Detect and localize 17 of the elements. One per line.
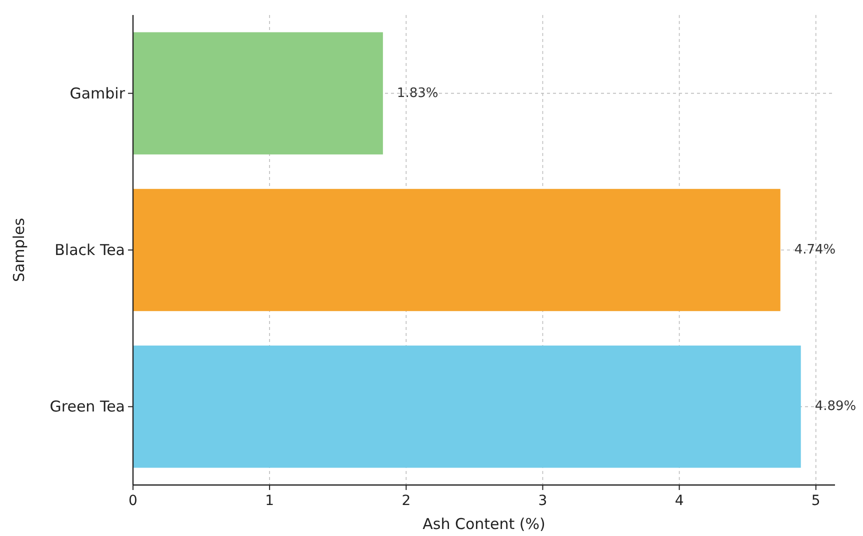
data-label: 4.89% (814, 399, 856, 414)
bar (133, 188, 780, 312)
x-tick-label: 3 (538, 493, 548, 509)
y-tick-label: Gambir (70, 84, 126, 102)
x-tick-label: 5 (811, 493, 820, 509)
x-axis-title: Ash Content (%) (422, 515, 546, 533)
data-label: 1.83% (396, 86, 438, 101)
y-tick-label: Black Tea (54, 241, 125, 259)
bar (133, 346, 801, 468)
x-tick-label: 2 (402, 493, 411, 509)
bar (133, 32, 383, 154)
y-tick-label: Green Tea (50, 398, 125, 416)
x-tick-label: 1 (265, 493, 274, 509)
x-tick-label: 4 (674, 493, 684, 509)
x-tick-label: 0 (128, 493, 138, 509)
data-label: 4.74% (794, 242, 836, 258)
y-axis-title: Samples (10, 218, 28, 282)
